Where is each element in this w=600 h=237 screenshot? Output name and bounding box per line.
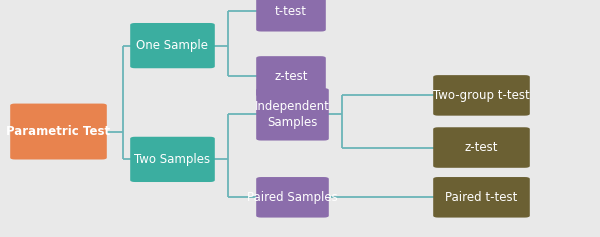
Text: z-test: z-test: [465, 141, 498, 154]
Text: Paired Samples: Paired Samples: [247, 191, 338, 204]
Text: One Sample: One Sample: [137, 39, 209, 52]
FancyBboxPatch shape: [256, 56, 326, 97]
FancyBboxPatch shape: [10, 104, 107, 160]
FancyBboxPatch shape: [433, 177, 530, 218]
Text: Parametric Test: Parametric Test: [7, 125, 110, 138]
FancyBboxPatch shape: [130, 137, 215, 182]
Text: Two-group t-test: Two-group t-test: [433, 89, 530, 102]
Text: z-test: z-test: [274, 70, 308, 83]
FancyBboxPatch shape: [130, 23, 215, 68]
Text: t-test: t-test: [275, 5, 307, 18]
Text: Independent
Samples: Independent Samples: [255, 100, 330, 129]
FancyBboxPatch shape: [256, 88, 329, 141]
FancyBboxPatch shape: [256, 0, 326, 32]
FancyBboxPatch shape: [433, 127, 530, 168]
Text: Two Samples: Two Samples: [134, 153, 211, 166]
FancyBboxPatch shape: [433, 75, 530, 116]
FancyBboxPatch shape: [256, 177, 329, 218]
Text: Paired t-test: Paired t-test: [445, 191, 518, 204]
